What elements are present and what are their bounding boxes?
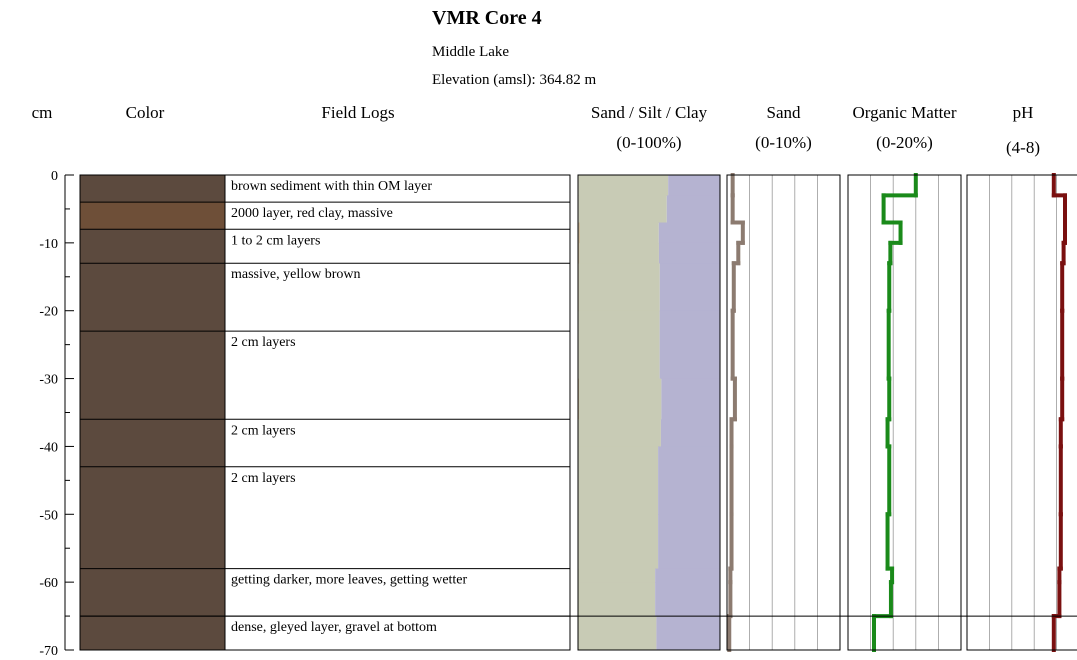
texture-segment (666, 195, 720, 223)
panel-title: Sand (767, 103, 802, 122)
layer-color (80, 229, 225, 264)
panel-range: (0-10%) (755, 133, 812, 152)
texture-segment (578, 242, 580, 264)
depth-tick-label: -20 (39, 305, 58, 320)
texture-segment (658, 222, 720, 244)
panel-border (577, 174, 721, 651)
texture-segment (578, 568, 656, 583)
depth-axis-label: cm (32, 103, 53, 122)
texture-segment (660, 419, 720, 447)
texture-segment (578, 582, 656, 617)
panel-border (847, 174, 962, 651)
layer-color (80, 202, 225, 230)
elevation: Elevation (amsl): 364.82 m (432, 72, 596, 88)
layer-note: massive, yellow brown (231, 267, 360, 282)
depth-tick-label: -50 (39, 508, 58, 523)
texture-segment (578, 195, 667, 223)
panel-title: Sand / Silt / Clay (591, 103, 708, 122)
depth-tick-label: -70 (39, 644, 58, 659)
texture-segment (655, 582, 720, 617)
depth-tick-label: -30 (39, 373, 58, 388)
texture-segment (578, 616, 657, 651)
layer-color (80, 568, 225, 617)
panel-title: pH (1013, 103, 1034, 122)
panel-range: (0-100%) (616, 133, 681, 152)
field-logs-header: Field Logs (321, 103, 394, 122)
panel-border (726, 174, 841, 651)
texture-segment (659, 310, 720, 380)
texture-segment (578, 446, 659, 515)
texture-segment (655, 568, 720, 583)
layer-note: getting darker, more leaves, getting wet… (231, 573, 468, 588)
depth-tick-label: 0 (51, 169, 58, 184)
layer-color (80, 175, 225, 203)
layer-note: 2000 layer, red clay, massive (231, 206, 393, 221)
layer-note: 1 to 2 cm layers (231, 233, 320, 248)
texture-segment (578, 514, 659, 570)
texture-segment (578, 175, 669, 196)
texture-segment (656, 616, 720, 651)
layer-color (80, 331, 225, 420)
layer-note: dense, gleyed layer, gravel at bottom (231, 620, 437, 635)
depth-tick-label: -40 (39, 440, 58, 455)
texture-segment (578, 378, 662, 420)
color-column-border (79, 174, 226, 651)
panel-range: (4-8) (1006, 138, 1040, 157)
texture-segment (661, 378, 720, 420)
layer-note: 2 cm layers (231, 423, 296, 438)
chart-title: VMR Core 4 (432, 7, 542, 29)
texture-segment (658, 242, 720, 264)
layer-note: 2 cm layers (231, 335, 296, 350)
texture-segment (659, 263, 720, 312)
subtitle: Middle Lake (432, 44, 509, 60)
layer-color (80, 419, 225, 467)
depth-tick-label: -60 (39, 576, 58, 591)
panel-range: (0-20%) (876, 133, 933, 152)
layer-note: brown sediment with thin OM layer (231, 179, 432, 194)
texture-segment (579, 222, 659, 244)
panel-title: Organic Matter (852, 103, 956, 122)
texture-segment (658, 514, 720, 570)
layer-color (80, 616, 225, 650)
texture-segment (578, 263, 660, 312)
texture-segment (658, 446, 720, 515)
color-header: Color (126, 103, 165, 122)
layer-color (80, 466, 225, 569)
panel-border (966, 174, 1077, 651)
texture-segment (578, 222, 580, 244)
texture-segment (668, 175, 720, 196)
texture-segment (578, 310, 660, 380)
depth-tick-label: -10 (39, 237, 58, 252)
texture-segment (578, 419, 661, 447)
texture-segment (579, 242, 659, 264)
layer-note: 2 cm layers (231, 471, 296, 486)
layer-color (80, 263, 225, 332)
